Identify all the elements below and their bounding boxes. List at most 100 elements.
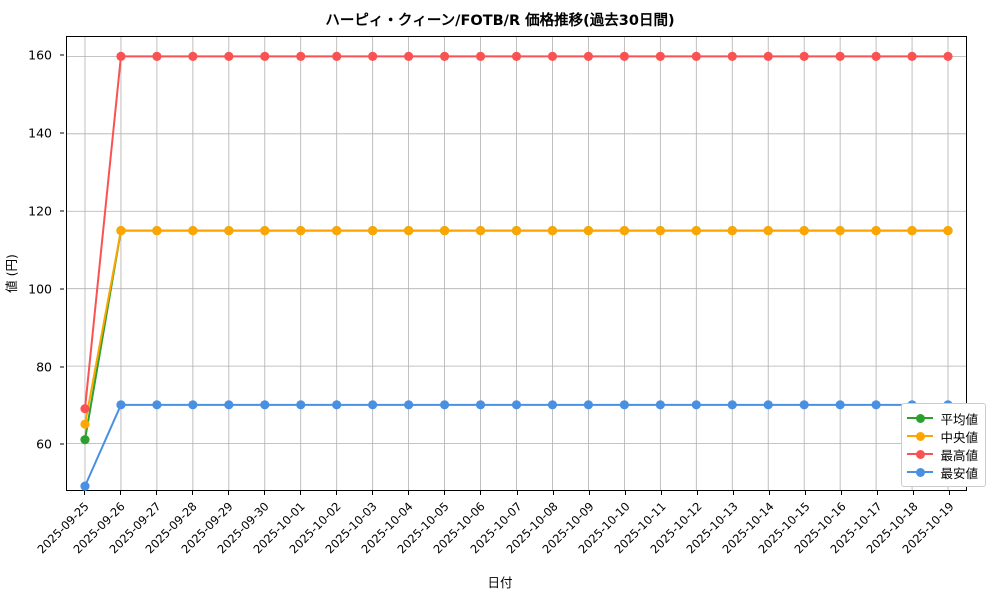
series-marker — [799, 400, 809, 410]
y-tick-mark — [60, 54, 64, 56]
series-marker — [404, 400, 414, 410]
x-tick-mark — [624, 491, 626, 495]
series-marker — [188, 226, 198, 236]
legend-item[interactable]: 中央値 — [907, 427, 978, 445]
series-marker — [152, 226, 162, 236]
series-marker — [655, 400, 665, 410]
series-marker — [368, 226, 378, 236]
series-marker — [583, 51, 594, 61]
series-marker — [619, 51, 629, 61]
series-marker — [80, 435, 90, 445]
x-tick-mark — [444, 491, 446, 495]
series-marker — [727, 400, 737, 410]
series-marker — [727, 226, 737, 236]
series-marker — [188, 400, 198, 410]
series-marker — [116, 51, 126, 61]
x-tick-mark — [156, 491, 158, 495]
y-tick-label: 60 — [36, 436, 52, 452]
series-marker — [368, 400, 378, 410]
series-marker — [763, 226, 773, 236]
legend-swatch-icon — [907, 411, 934, 425]
series-marker — [368, 51, 378, 61]
x-tick-mark — [264, 491, 266, 495]
legend-swatch-icon — [907, 447, 934, 461]
x-tick-mark — [876, 491, 878, 495]
series-marker — [583, 226, 594, 236]
series-marker — [296, 226, 306, 236]
x-tick-mark — [804, 491, 806, 495]
series-marker — [871, 51, 881, 61]
x-tick-mark — [840, 491, 842, 495]
series-marker — [475, 51, 486, 61]
series-marker — [943, 51, 953, 61]
chart-legend[interactable]: 平均値中央値最高値最安値 — [901, 403, 986, 487]
series-marker — [547, 51, 558, 61]
x-tick-mark — [552, 491, 554, 495]
legend-label: 最高値 — [940, 447, 978, 463]
series-marker — [835, 226, 845, 236]
x-tick-mark — [372, 491, 374, 495]
series-marker — [260, 226, 270, 236]
series-marker — [475, 400, 486, 410]
series-marker — [80, 419, 90, 429]
series-marker — [763, 51, 773, 61]
y-axis-tick-labels: 60 80 100 120 140 160 — [0, 36, 64, 491]
x-tick-mark — [228, 491, 230, 495]
series-marker — [763, 400, 773, 410]
series-marker — [511, 51, 522, 61]
legend-item[interactable]: 最高値 — [907, 445, 978, 463]
y-tick-mark — [60, 210, 64, 212]
plot-area — [66, 36, 967, 491]
series-marker — [296, 400, 306, 410]
x-tick-mark — [948, 491, 950, 495]
series-marker — [439, 226, 450, 236]
legend-swatch-icon — [907, 429, 934, 443]
series-marker — [439, 51, 450, 61]
series-marker — [655, 226, 665, 236]
series-marker — [619, 400, 629, 410]
series-marker — [152, 51, 162, 61]
y-tick-mark — [60, 288, 64, 290]
series-line — [83, 403, 950, 488]
y-tick-label: 160 — [28, 47, 52, 63]
series-marker — [547, 400, 558, 410]
x-tick-mark — [480, 491, 482, 495]
series-marker — [116, 226, 126, 236]
series-marker — [907, 51, 917, 61]
legend-label: 最安値 — [940, 465, 978, 481]
legend-item[interactable]: 平均値 — [907, 409, 978, 427]
x-tick-mark — [120, 491, 122, 495]
series-marker — [332, 226, 342, 236]
x-tick-mark — [84, 491, 86, 495]
y-tick-mark — [60, 366, 64, 368]
chart-title: ハーピィ・クィーン/FOTB/R 価格推移(過去30日間) — [325, 13, 675, 29]
legend-item[interactable]: 最安値 — [907, 463, 978, 481]
series-marker — [80, 404, 90, 414]
series-marker — [224, 226, 234, 236]
x-tick-mark — [768, 491, 770, 495]
series-marker — [296, 51, 306, 61]
series-marker — [332, 400, 342, 410]
x-tick-mark — [588, 491, 590, 495]
legend-label: 中央値 — [940, 429, 978, 445]
series-marker — [152, 400, 162, 410]
series-marker — [727, 51, 737, 61]
series-marker — [871, 400, 881, 410]
series-marker — [116, 400, 126, 410]
series-marker — [260, 51, 270, 61]
series-marker — [547, 226, 558, 236]
series-marker — [691, 400, 701, 410]
series-marker — [871, 226, 881, 236]
series-marker — [260, 400, 270, 410]
legend-label: 平均値 — [940, 411, 978, 427]
series-marker — [188, 51, 198, 61]
series-line — [83, 229, 950, 426]
series-marker — [943, 226, 953, 236]
x-tick-mark — [300, 491, 302, 495]
series-marker — [439, 400, 450, 410]
series-marker — [224, 51, 234, 61]
x-tick-mark — [408, 491, 410, 495]
x-axis-tick-labels: 2025-09-25 2025-09-26 2025-09-27 2025-09-28… — [0, 491, 1000, 571]
y-tick-label: 140 — [28, 125, 52, 141]
